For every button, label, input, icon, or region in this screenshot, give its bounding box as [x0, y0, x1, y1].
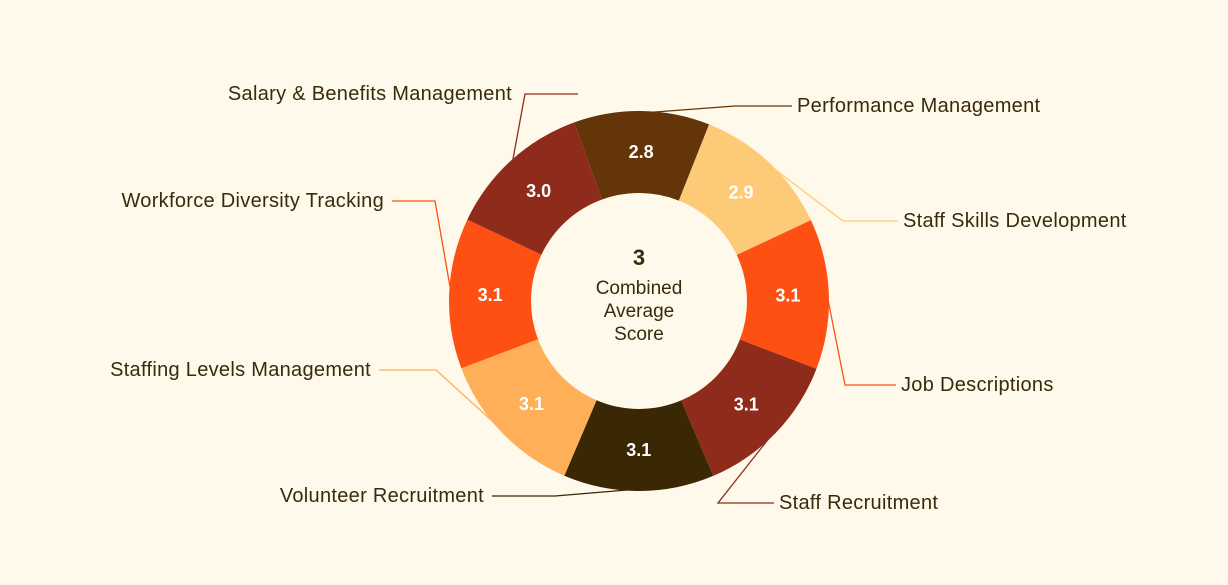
- center-line-1: Combined: [596, 278, 683, 299]
- leader-line-4: [492, 488, 639, 497]
- category-labels: Performance Management Staff Skills Devel…: [110, 83, 1127, 514]
- slice-6: [449, 219, 542, 369]
- category-label-1: Staff Skills Development: [903, 210, 1127, 232]
- slice-3: [681, 339, 817, 476]
- category-label-5: Staffing Levels Management: [110, 359, 371, 381]
- donut-slices: [449, 111, 829, 491]
- value-label-2: 3.1: [775, 285, 800, 305]
- category-label-4: Volunteer Recruitment: [280, 485, 484, 507]
- value-label-4: 3.1: [626, 440, 651, 460]
- slice-4: [564, 400, 714, 491]
- leader-line-3: [716, 431, 775, 504]
- leader-line-7: [511, 93, 578, 163]
- slice-7: [467, 122, 603, 255]
- leader-line-6: [392, 200, 452, 294]
- leader-line-2: [826, 293, 896, 386]
- category-label-6: Workforce Diversity Tracking: [121, 190, 384, 212]
- value-label-1: 2.9: [729, 182, 754, 202]
- slice-2: [736, 220, 829, 369]
- category-label-7: Salary & Benefits Management: [228, 83, 512, 105]
- value-label-7: 3.0: [526, 181, 551, 201]
- center-line-3: Score: [614, 324, 664, 345]
- value-label-3: 3.1: [734, 394, 759, 414]
- center-line-2: Average: [604, 301, 674, 322]
- leader-line-5: [379, 369, 504, 432]
- center-label: 3 Combined Average Score: [596, 245, 683, 345]
- leader-line-0: [641, 105, 792, 114]
- slice-5: [461, 339, 597, 476]
- leader-lines: [379, 93, 898, 504]
- category-label-3: Staff Recruitment: [779, 492, 938, 514]
- value-label-0: 2.8: [629, 142, 654, 162]
- category-label-0: Performance Management: [797, 95, 1041, 117]
- slice-0: [574, 111, 710, 201]
- value-label-6: 3.1: [478, 285, 503, 305]
- value-labels: 2.8 2.9 3.1 3.1 3.1 3.1 3.1 3.0: [478, 142, 801, 460]
- value-label-5: 3.1: [519, 394, 544, 414]
- category-label-2: Job Descriptions: [901, 374, 1054, 396]
- slice-1: [678, 124, 811, 256]
- leader-line-1: [767, 163, 898, 222]
- center-value: 3: [633, 245, 645, 270]
